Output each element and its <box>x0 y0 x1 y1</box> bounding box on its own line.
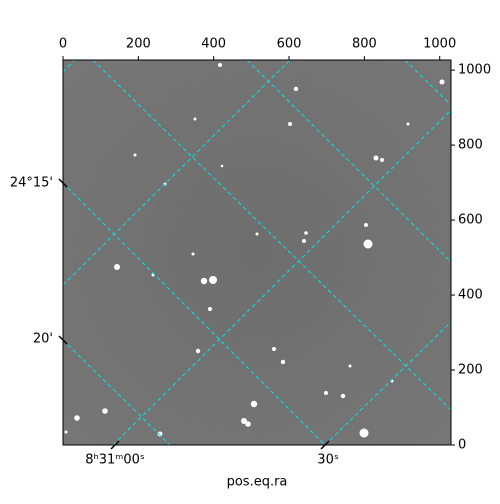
ra-tick-label: 8ʰ31ᵐ00ˢ <box>85 453 145 468</box>
x-tick-label: 800 <box>352 37 377 52</box>
world-grid <box>63 60 451 445</box>
x-axis-label: pos.eq.ra <box>227 475 288 490</box>
x-tick-label: 200 <box>126 37 151 52</box>
y-tick-label: 600 <box>458 213 483 228</box>
sky-image <box>63 60 451 445</box>
x-tick-label: 400 <box>201 37 226 52</box>
y-tick-label: 400 <box>458 288 483 303</box>
dec-tick-label: 24°15' <box>10 176 53 191</box>
y-tick-label: 800 <box>458 138 483 153</box>
world-ticks <box>58 178 330 450</box>
plot-frame <box>62 59 452 446</box>
stars <box>64 63 445 438</box>
x-tick-label: 600 <box>277 37 302 52</box>
y-tick-label: 200 <box>458 363 483 378</box>
dec-tick-label: 20' <box>33 332 53 347</box>
y-tick-label: 0 <box>458 438 466 453</box>
y-tick-label: 1000 <box>458 63 491 78</box>
x-tick-label: 1000 <box>423 37 456 52</box>
ra-tick-label: 30ˢ <box>317 453 339 468</box>
x-tick-label: 0 <box>59 37 67 52</box>
